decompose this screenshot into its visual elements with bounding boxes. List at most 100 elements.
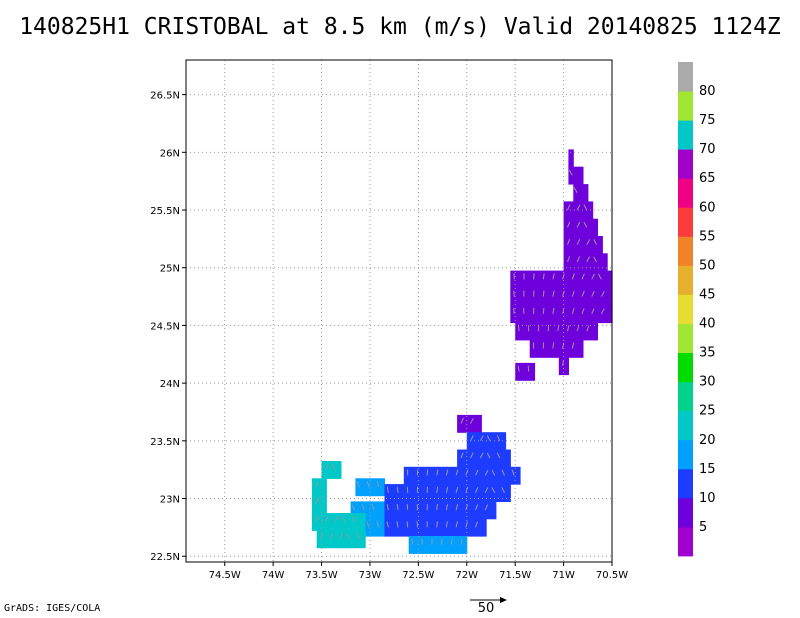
wind-vector (339, 533, 344, 540)
wind-vector (475, 504, 479, 511)
wind-vector (593, 239, 597, 245)
y-tick-label: 26.5N (150, 91, 180, 102)
wind-vector (351, 504, 355, 511)
colorbar-label: 50 (699, 258, 716, 273)
wind-vector (576, 256, 581, 263)
heatmap-cell (476, 414, 482, 433)
heatmap-cell (539, 305, 545, 324)
wind-vector (600, 308, 605, 315)
wind-vector (406, 521, 409, 528)
wind-vector (341, 516, 346, 522)
heatmap-cell (408, 501, 415, 520)
wind-vector (501, 469, 505, 476)
heatmap-cell (510, 287, 516, 306)
wind-vector (460, 417, 464, 424)
heatmap-cell (568, 270, 574, 289)
heatmap-cell (423, 466, 429, 485)
heatmap-cell (471, 501, 477, 520)
wind-vector (527, 365, 530, 372)
wind-vector (386, 504, 389, 511)
heatmap-cell (457, 501, 463, 520)
heatmap-cell (578, 218, 584, 237)
heatmap-cell (365, 501, 371, 520)
wind-vector (396, 504, 399, 511)
heatmap-cell (365, 478, 371, 497)
heatmap-cell (399, 501, 405, 520)
wind-vector (552, 342, 555, 349)
heatmap-cell (573, 322, 579, 341)
heatmap-cell (529, 322, 536, 341)
wind-vector (426, 469, 429, 476)
heatmap-cell (408, 466, 415, 485)
colorbar-segment (678, 294, 693, 324)
heatmap-cell (573, 305, 579, 324)
heatmap-cell (486, 466, 492, 485)
colorbar-segment (678, 468, 693, 499)
heatmap-cell (437, 484, 444, 502)
heatmap-cell (597, 236, 603, 254)
heatmap-cell (486, 449, 492, 468)
heatmap-cell (495, 484, 502, 502)
wind-vector (598, 273, 602, 280)
colorbar-segment (678, 207, 693, 237)
heatmap-cell (389, 501, 395, 520)
heatmap-cell (558, 322, 565, 341)
heatmap-cell (491, 501, 497, 520)
heatmap-cell (544, 305, 550, 324)
wind-vector (576, 325, 580, 332)
heatmap-cell (326, 530, 332, 549)
wind-vector (329, 533, 334, 540)
heatmap-cell (452, 518, 458, 537)
y-tick-label: 25N (160, 264, 180, 275)
heatmap-cell (583, 218, 589, 237)
wind-vector (484, 487, 489, 494)
wind-vector (557, 325, 560, 332)
wind-vector (542, 290, 545, 297)
heatmap-cell (544, 270, 550, 289)
heatmap-cell (413, 536, 419, 554)
wind-vector (436, 486, 439, 493)
wind-vector (511, 469, 515, 476)
wind-vector (581, 273, 585, 280)
wind-vector (571, 307, 575, 315)
heatmap-cell (592, 305, 598, 324)
wind-vector (334, 515, 339, 522)
wind-vector (581, 290, 585, 297)
wind-vector (552, 307, 555, 314)
colorbar-label: 30 (699, 375, 716, 390)
heatmap-cell (418, 536, 424, 554)
wind-vector (542, 307, 545, 314)
wind-vector (567, 238, 571, 245)
wind-vector (324, 464, 329, 470)
wind-vector (436, 469, 439, 476)
wind-vector (445, 469, 449, 476)
heatmap-cell (428, 501, 434, 520)
heatmap-cell (428, 466, 434, 485)
heatmap-cell (389, 518, 395, 537)
heatmap-cell (403, 466, 410, 485)
heatmap-cell (495, 466, 502, 485)
heatmap-cell (442, 536, 448, 554)
wind-vector (470, 452, 474, 459)
heatmap-cell (587, 253, 594, 272)
heatmap-cell (321, 530, 327, 549)
heatmap-cell (539, 270, 545, 289)
wind-vector (455, 469, 459, 476)
heatmap-cell (578, 270, 584, 289)
heatmap-cell (399, 518, 405, 537)
x-tick-label: 72W (455, 570, 478, 581)
heatmap-cell (336, 513, 342, 531)
heatmap-cell (355, 513, 361, 531)
x-tick-label: 71W (552, 570, 575, 581)
heatmap-cell (568, 236, 574, 254)
heatmap-cell (311, 513, 318, 531)
heatmap-cell (553, 305, 560, 324)
heatmap-cell (578, 166, 584, 185)
heatmap-cell (321, 478, 327, 497)
heatmap-cell (432, 484, 439, 502)
heatmap-cell (573, 270, 579, 289)
heatmap-cell (418, 518, 424, 537)
heatmap-cell (360, 501, 366, 520)
heatmap-cell (461, 501, 468, 520)
heatmap-cell (355, 530, 361, 549)
